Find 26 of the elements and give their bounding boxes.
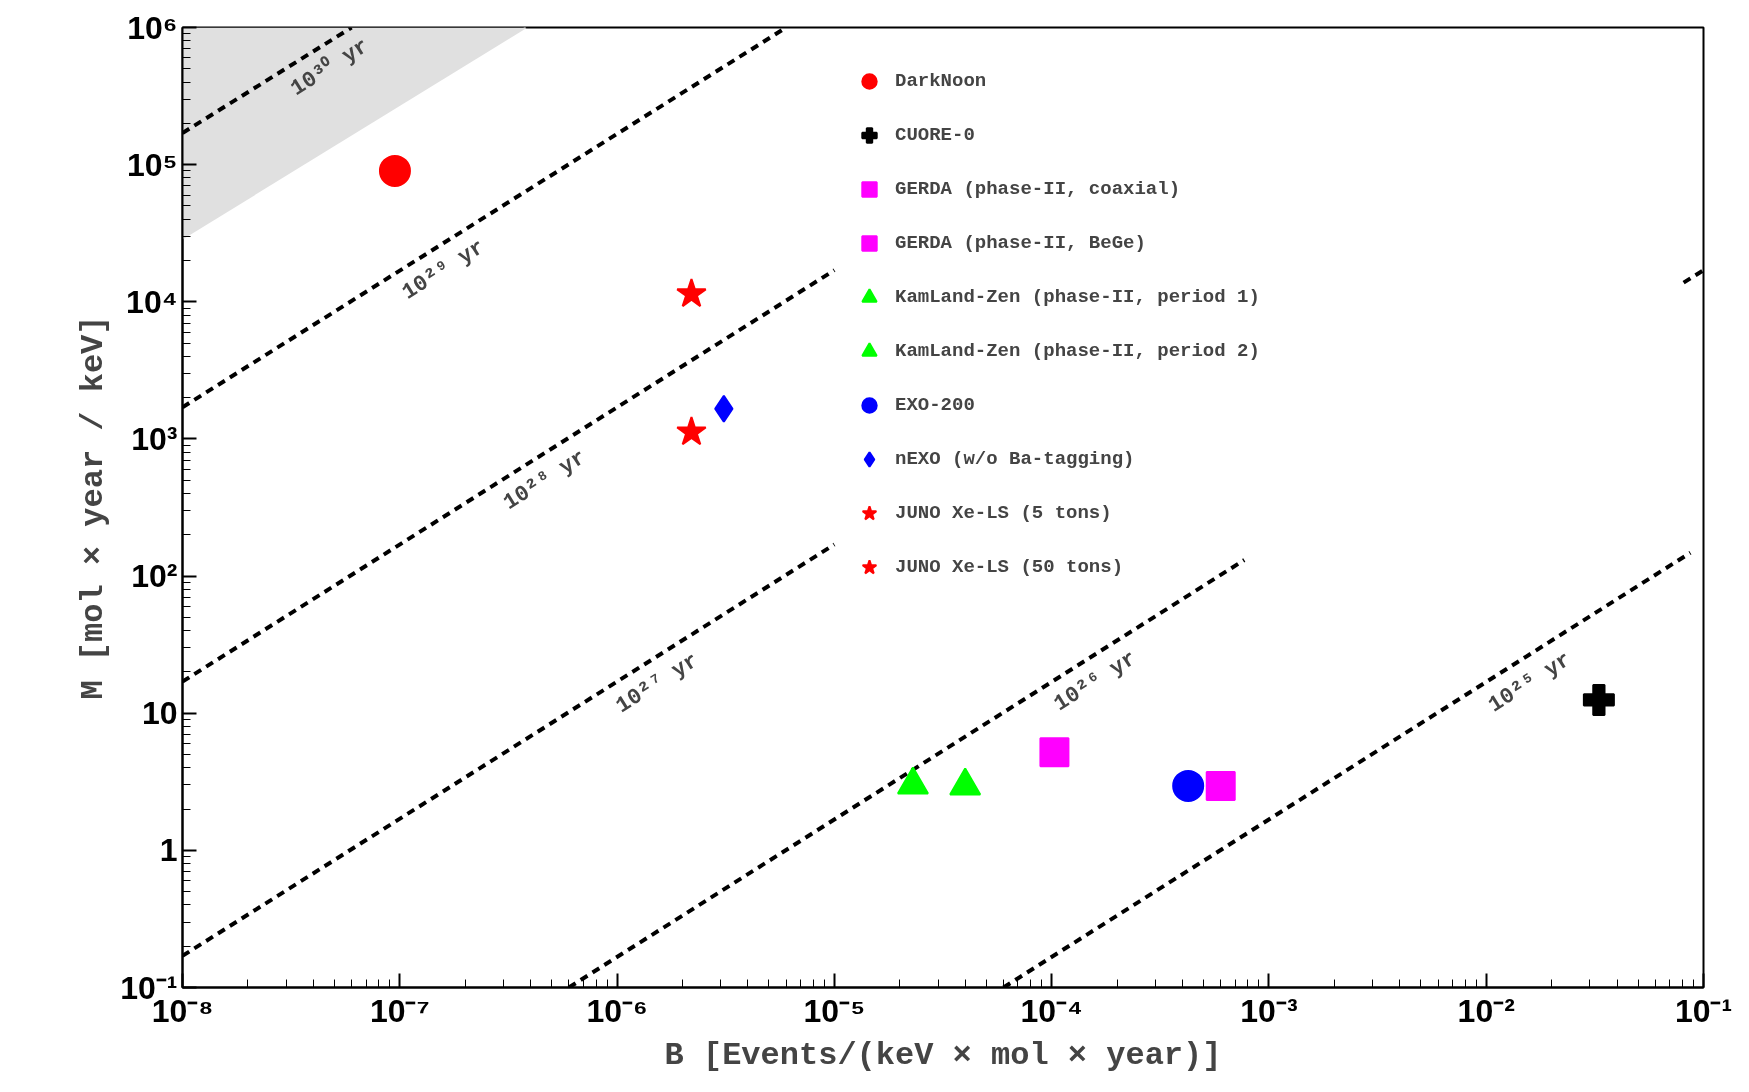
- x-tick-label: 10⁻³: [1240, 992, 1298, 1029]
- legend-label: EXO-200: [895, 393, 975, 418]
- x-axis-title: B [Events/(keV × mol × year)]: [664, 1036, 1222, 1074]
- legend-label: DarkNoon: [895, 69, 987, 94]
- y-tick-label: 10⁵: [126, 146, 178, 183]
- y-tick-label: 1: [159, 832, 178, 869]
- legend-label: KamLand-Zen (phase-II, period 1): [895, 285, 1260, 310]
- legend-label: JUNO Xe-LS (5 tons): [895, 501, 1112, 526]
- legend-label: GERDA (phase-II, coaxial): [895, 177, 1181, 202]
- x-tick-label: 10⁻⁶: [586, 992, 648, 1029]
- y-tick-label: 10: [141, 695, 178, 732]
- x-tick-label: 10⁻⁷: [369, 992, 430, 1029]
- legend-label: GERDA (phase-II, BeGe): [895, 231, 1146, 256]
- x-tick-label: 10⁻⁴: [1020, 992, 1083, 1029]
- x-tick-label: 10⁻⁵: [803, 992, 866, 1029]
- y-tick-label: 10⁶: [127, 9, 178, 46]
- x-tick-label: 10⁻²: [1457, 992, 1515, 1029]
- y-tick-label: 10³: [131, 420, 178, 457]
- legend-label: JUNO Xe-LS (50 tons): [895, 555, 1124, 580]
- x-tick-label: 10⁻¹: [1674, 992, 1733, 1029]
- legend-label: CUORE-0: [895, 123, 975, 148]
- y-tick-label: 10⁴: [126, 283, 178, 320]
- y-axis-title: M [mol × year / keV]: [75, 315, 113, 700]
- legend-label: KamLand-Zen (phase-II, period 2): [895, 339, 1260, 364]
- legend-label: nEXO (w/o Ba-tagging): [895, 447, 1135, 472]
- y-tick-label: 10²: [131, 558, 178, 595]
